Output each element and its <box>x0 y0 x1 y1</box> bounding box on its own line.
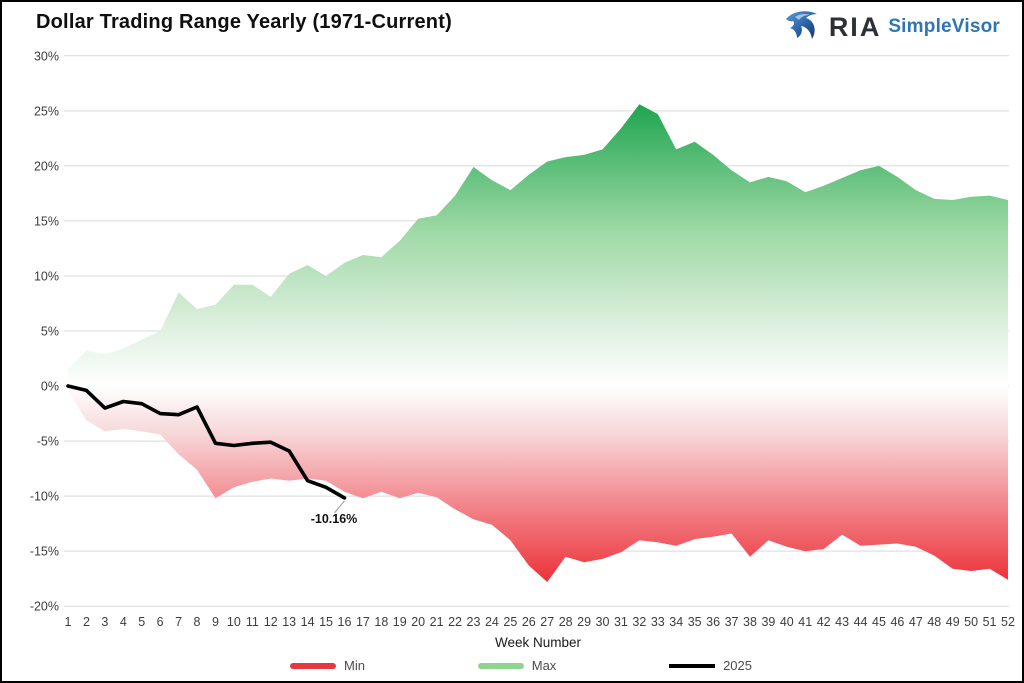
x-tick-label: 49 <box>946 615 960 629</box>
x-tick-label: 45 <box>872 615 886 629</box>
x-tick-label: 33 <box>651 615 665 629</box>
x-tick-label: 36 <box>706 615 720 629</box>
x-tick-label: 46 <box>890 615 904 629</box>
x-tick-label: 25 <box>503 615 517 629</box>
y-tick-label: 25% <box>34 104 59 118</box>
x-tick-label: 42 <box>817 615 831 629</box>
x-tick-label: 21 <box>430 615 444 629</box>
x-tick-label: 43 <box>835 615 849 629</box>
legend-swatch-2025 <box>669 663 716 668</box>
x-tick-label: 13 <box>282 615 296 629</box>
x-tick-label: 28 <box>559 615 573 629</box>
x-tick-label: 40 <box>780 615 794 629</box>
x-tick-label: 52 <box>1001 615 1015 629</box>
x-tick-label: 9 <box>212 615 219 629</box>
last-value-annotation: -10.16% <box>310 512 358 526</box>
legend-item-min: Min <box>290 658 365 673</box>
x-tick-label: 15 <box>319 615 333 629</box>
y-tick-label: -10% <box>30 490 59 504</box>
x-tick-label: 47 <box>909 615 923 629</box>
x-tick-label: 8 <box>194 615 201 629</box>
x-tick-label: 3 <box>101 615 108 629</box>
x-tick-label: 1 <box>65 615 72 629</box>
page-title: Dollar Trading Range Yearly (1971-Curren… <box>36 11 452 33</box>
x-tick-label: 37 <box>725 615 739 629</box>
legend-swatch-max <box>477 662 524 669</box>
x-tick-label: 29 <box>577 615 591 629</box>
x-tick-label: 10 <box>227 615 241 629</box>
legend: Min Max 2025 <box>290 658 752 673</box>
legend-item-max: Max <box>477 658 557 673</box>
x-tick-label: 51 <box>983 615 997 629</box>
x-tick-label: 44 <box>854 615 868 629</box>
x-tick-label: 26 <box>522 615 536 629</box>
x-tick-label: 6 <box>157 615 164 629</box>
x-tick-label: 16 <box>338 615 352 629</box>
x-tick-label: 2 <box>83 615 90 629</box>
x-tick-label: 27 <box>540 615 554 629</box>
x-tick-label: 20 <box>411 615 425 629</box>
legend-swatch-min <box>290 662 336 669</box>
x-tick-label: 18 <box>374 615 388 629</box>
line-2025 <box>66 384 347 500</box>
legend-label: Min <box>344 658 365 673</box>
x-axis-title: Week Number <box>494 635 582 650</box>
y-tick-label: 5% <box>41 325 59 339</box>
logo-brand-text: RIA <box>828 11 882 42</box>
y-tick-label: -5% <box>37 435 59 449</box>
y-tick-label: -15% <box>30 545 59 559</box>
legend-item-2025: 2025 <box>669 658 752 673</box>
x-tick-label: 34 <box>669 615 683 629</box>
x-tick-label: 24 <box>485 615 499 629</box>
x-tick-label: 4 <box>120 615 127 629</box>
x-tick-label: 41 <box>798 615 812 629</box>
y-tick-label: 15% <box>34 214 59 228</box>
x-tick-label: 11 <box>246 615 259 629</box>
y-tick-label: -20% <box>30 600 59 614</box>
x-tick-label: 5 <box>138 615 145 629</box>
annotation-leader-line <box>334 500 345 514</box>
eagle-icon <box>782 8 822 46</box>
x-tick-label: 48 <box>927 615 941 629</box>
x-tick-label: 50 <box>964 615 978 629</box>
x-tick-label: 39 <box>761 615 775 629</box>
x-tick-label: 12 <box>264 615 278 629</box>
x-tick-label: 32 <box>632 615 646 629</box>
x-tick-label: 30 <box>596 615 610 629</box>
y-tick-label: 20% <box>34 159 59 173</box>
x-tick-label: 19 <box>393 615 407 629</box>
x-tick-label: 35 <box>688 615 702 629</box>
x-tick-label: 7 <box>175 615 182 629</box>
min-area <box>68 386 1008 582</box>
x-tick-label: 23 <box>467 615 481 629</box>
y-tick-label: 0% <box>41 380 59 394</box>
x-tick-label: 17 <box>356 615 370 629</box>
y-tick-label: 30% <box>34 49 59 63</box>
y-tick-label: 10% <box>34 269 59 283</box>
x-tick-label: 22 <box>448 615 462 629</box>
ria-simplevisor-logo: RIA SimpleVisor <box>782 8 1000 46</box>
logo-product-text: SimpleVisor <box>888 16 1000 37</box>
x-tick-label: 31 <box>614 615 628 629</box>
legend-label: Max <box>531 658 557 673</box>
x-tick-label: 14 <box>301 615 315 629</box>
max-area <box>68 104 1008 386</box>
x-tick-label: 38 <box>743 615 757 629</box>
legend-label: 2025 <box>723 658 752 673</box>
